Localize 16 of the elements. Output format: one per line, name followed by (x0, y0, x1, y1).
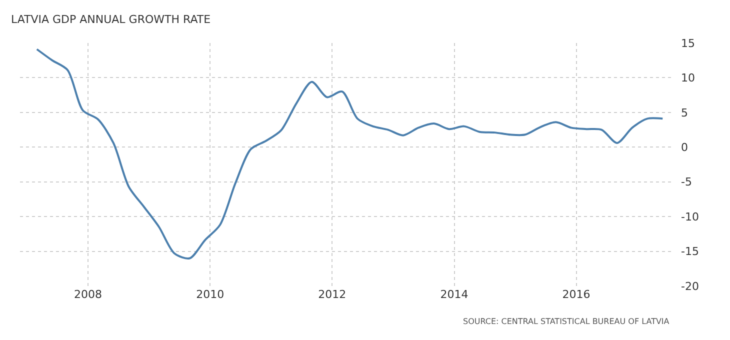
y-tick-label: -20 (681, 280, 699, 293)
x-tick-label: 2008 (74, 288, 102, 301)
y-tick-label: -5 (681, 176, 692, 189)
line-series (36, 48, 664, 260)
chart-title: LATVIA GDP ANNUAL GROWTH RATE (10, 13, 211, 26)
x-tick-label: 2016 (562, 288, 590, 301)
y-tick-label: -10 (681, 210, 699, 224)
source-note: SOURCE: CENTRAL STATISTICAL BUREAU OF LATVIA (463, 317, 670, 326)
y-tick-label: -15 (681, 245, 699, 258)
x-tick-label: 2010 (196, 288, 224, 301)
y-tick-label: 15 (681, 36, 695, 50)
x-tick-label: 2012 (318, 288, 346, 301)
x-tick-label: 2014 (440, 288, 468, 301)
y-tick-label: 10 (681, 72, 695, 85)
y-tick-label: 5 (681, 106, 688, 120)
y-tick-label: 0 (681, 140, 688, 154)
